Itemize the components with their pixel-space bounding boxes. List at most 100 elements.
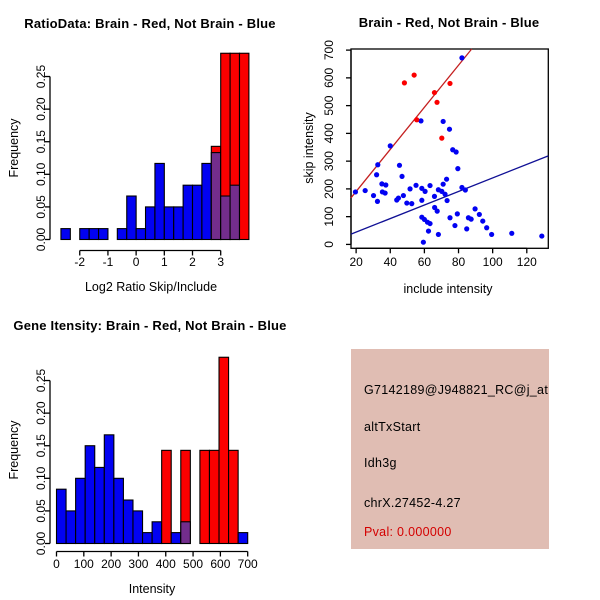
scatter-point-not-brain [370, 192, 377, 199]
tick-label: 0.25 [34, 65, 48, 89]
tick-label: 0.05 [34, 499, 48, 523]
tick-label: 0 [133, 255, 140, 269]
hist-bar-not-brain [88, 228, 100, 241]
hist-bar-brain [218, 356, 230, 545]
tick-label: 0.10 [34, 162, 48, 186]
tick-label: 300 [322, 151, 336, 171]
hist-bar-not-brain [151, 521, 163, 545]
tick-label: 60 [418, 255, 432, 269]
hist-bar-brain [228, 449, 239, 545]
scatter-point-not-brain [374, 198, 381, 204]
tick-label: 300 [128, 557, 148, 571]
probe-id-text: G7142189@J948821_RC@j_at [364, 383, 549, 397]
scatter-point-not-brain [452, 222, 458, 229]
tick-label: 120 [517, 255, 537, 269]
scatter-point-not-brain [489, 231, 495, 238]
hist-bar-not-brain [191, 184, 203, 241]
tick-label: 400 [322, 123, 336, 143]
tick-label: 200 [322, 179, 336, 199]
scatter-point-not-brain [425, 228, 432, 234]
hist-bar-not-brain [173, 206, 184, 241]
scatter-point-not-brain [480, 218, 486, 224]
scatter-point-not-brain [440, 118, 446, 125]
scatter-point-not-brain [443, 176, 450, 182]
hist-bar-not-brain [237, 532, 249, 545]
tick-label: 400 [156, 557, 176, 571]
tick-label: 100 [483, 255, 503, 269]
hist-bar-not-brain [116, 228, 128, 241]
tick-label: 200 [101, 557, 121, 571]
tick-label: 3 [217, 255, 224, 269]
scatter-point-not-brain [509, 230, 515, 236]
scatter-point-not-brain [413, 182, 419, 188]
scatter-xlabel: include intensity [403, 282, 493, 296]
hist-bar-not-brain [163, 206, 175, 241]
scatter-title: Brain - Red, Not Brain - Blue [358, 15, 540, 30]
genomic-location-text: chrX.27452-4.27 [364, 496, 461, 510]
scatter-point-not-brain [396, 162, 403, 168]
tick-label: 0.10 [34, 466, 48, 490]
scatter-point-not-brain [399, 173, 405, 180]
scatter-point-not-brain [419, 185, 425, 191]
tick-label: 500 [183, 557, 203, 571]
plot-box [350, 48, 549, 249]
scatter-point-brain [439, 135, 445, 141]
hist-bar-not-brain [65, 510, 77, 545]
tick-label: 80 [452, 255, 466, 269]
scatter-point-not-brain [455, 166, 461, 172]
tick-label: 0.20 [34, 97, 48, 121]
scatter-point-not-brain [464, 226, 470, 232]
scatter-point-brain [411, 72, 417, 78]
hist-bar-not-brain [141, 532, 153, 545]
hist-bar-not-brain [75, 477, 86, 545]
scatter-point-not-brain [375, 162, 381, 168]
scatter-point-not-brain [382, 190, 388, 196]
hist-bar-overlap [229, 184, 241, 241]
tick-label: -1 [103, 255, 114, 269]
scatter-point-not-brain [418, 118, 424, 124]
tick-label: 0.05 [34, 195, 48, 219]
scatter-point-not-brain [419, 197, 425, 203]
scatter-point-brain [414, 117, 420, 123]
gene-info-panel: G7142189@J948821_RC@j_at altTxStart Idh3… [351, 349, 549, 549]
scatter-point-not-brain [400, 192, 406, 199]
scatter-point-brain [447, 80, 453, 87]
brain-fit-line [350, 48, 473, 199]
scatter-point-not-brain [352, 189, 359, 195]
scatter-point-not-brain [432, 204, 438, 211]
hist-bar-not-brain [84, 445, 96, 545]
hist-bar-not-brain [126, 195, 137, 241]
hist-bar-not-brain [122, 499, 134, 545]
hist-bar-overlap [180, 521, 191, 545]
hist-bar-brain [208, 449, 220, 545]
hist-bar-not-brain [60, 228, 71, 241]
pval-text: Pval: 0.000000 [364, 525, 452, 539]
hist-bar-not-brain [135, 228, 147, 241]
tick-label: 0 [322, 241, 336, 248]
gene-hist-xlabel: Intensity [128, 582, 176, 596]
ratio-hist-xlabel: Log2 Ratio Skip/Include [84, 280, 218, 294]
tick-label: 0.00 [34, 227, 48, 251]
not-brain-fit-line [350, 155, 549, 235]
tick-label: 0 [53, 557, 60, 571]
hist-bar-not-brain [103, 434, 115, 545]
scatter-point-not-brain [442, 191, 448, 197]
hist-bar-not-brain [154, 162, 165, 241]
hist-bar-brain [161, 449, 172, 545]
scatter-point-not-brain [379, 181, 385, 187]
scatter-point-not-brain [409, 201, 415, 207]
scatter-point-not-brain [431, 193, 438, 199]
gene-hist-ylabel: Frequency [7, 420, 21, 480]
tick-label: 0.25 [34, 369, 48, 393]
scatter-point-not-brain [394, 197, 400, 203]
scatter-point-not-brain [407, 186, 413, 192]
tick-label: 600 [322, 68, 336, 88]
ratio-hist-ylabel: Frequency [7, 118, 21, 178]
scatter-point-not-brain [440, 181, 446, 187]
tick-label: 100 [322, 206, 336, 226]
gene-hist-title: Gene Itensity: Brain - Red, Not Brain - … [13, 318, 287, 333]
hist-bar-overlap [220, 195, 231, 241]
ratio-hist-title: RatioData: Brain - Red, Not Brain - Blue [24, 16, 276, 31]
hist-bar-brain [238, 52, 250, 241]
